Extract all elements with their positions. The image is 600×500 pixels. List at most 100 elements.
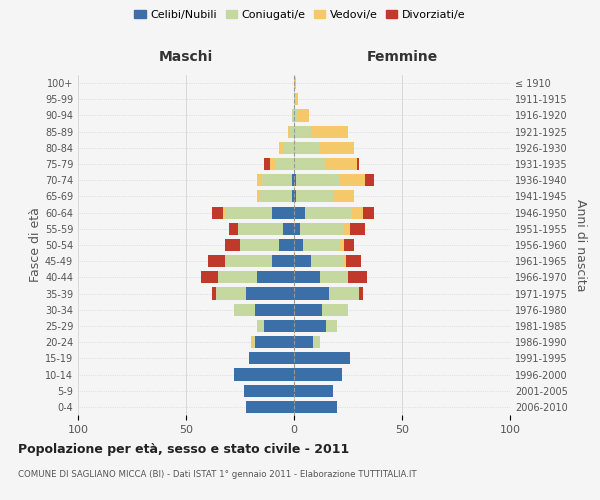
Bar <box>294 222 301 235</box>
Bar <box>344 222 350 235</box>
Bar <box>294 77 296 89</box>
Bar <box>218 272 257 283</box>
Bar <box>255 304 294 316</box>
Bar <box>313 336 320 348</box>
Bar <box>247 401 294 413</box>
Bar <box>233 368 294 380</box>
Bar <box>247 288 294 300</box>
Bar <box>326 158 356 170</box>
Bar <box>223 206 225 218</box>
Bar <box>292 190 294 202</box>
Text: COMUNE DI SAGLIANO MICCA (BI) - Dati ISTAT 1° gennaio 2011 - Elaborazione TUTTIT: COMUNE DI SAGLIANO MICCA (BI) - Dati IST… <box>18 470 416 479</box>
Bar <box>244 384 294 397</box>
Bar <box>201 272 218 283</box>
Bar <box>251 336 253 348</box>
Bar <box>294 384 333 397</box>
Bar <box>294 110 298 122</box>
Bar <box>212 288 216 300</box>
Bar <box>294 304 322 316</box>
Bar <box>340 174 365 186</box>
Bar <box>233 304 255 316</box>
Bar <box>270 158 275 170</box>
Bar <box>340 239 344 251</box>
Bar <box>262 174 292 186</box>
Bar <box>212 206 223 218</box>
Bar <box>264 158 270 170</box>
Bar <box>216 288 247 300</box>
Bar <box>294 93 296 106</box>
Bar <box>287 126 290 138</box>
Bar <box>322 304 348 316</box>
Bar <box>279 239 294 251</box>
Bar <box>294 126 311 138</box>
Bar <box>346 255 361 268</box>
Bar <box>294 288 329 300</box>
Bar <box>356 158 359 170</box>
Text: Popolazione per età, sesso e stato civile - 2011: Popolazione per età, sesso e stato civil… <box>18 442 349 456</box>
Bar <box>294 206 305 218</box>
Bar <box>294 174 296 186</box>
Bar <box>279 142 283 154</box>
Bar <box>301 222 344 235</box>
Bar <box>350 222 365 235</box>
Bar <box>311 255 344 268</box>
Bar <box>329 288 359 300</box>
Bar <box>359 288 363 300</box>
Y-axis label: Fasce di età: Fasce di età <box>29 208 42 282</box>
Bar <box>311 126 348 138</box>
Bar <box>292 110 294 122</box>
Bar <box>326 320 337 332</box>
Bar <box>238 222 283 235</box>
Bar <box>208 255 225 268</box>
Bar <box>257 320 264 332</box>
Bar <box>292 174 294 186</box>
Bar <box>225 239 240 251</box>
Bar <box>348 272 367 283</box>
Bar <box>333 190 355 202</box>
Bar <box>302 239 340 251</box>
Bar <box>240 239 279 251</box>
Text: Maschi: Maschi <box>159 50 213 64</box>
Text: Femmine: Femmine <box>367 50 437 64</box>
Bar <box>352 206 363 218</box>
Bar <box>296 174 340 186</box>
Bar <box>225 255 272 268</box>
Bar <box>272 255 294 268</box>
Y-axis label: Anni di nascita: Anni di nascita <box>574 198 587 291</box>
Bar <box>294 272 320 283</box>
Bar <box>255 336 294 348</box>
Bar <box>363 206 374 218</box>
Bar <box>344 255 346 268</box>
Bar <box>320 142 355 154</box>
Bar <box>264 320 294 332</box>
Bar <box>294 158 326 170</box>
Bar <box>290 126 294 138</box>
Bar <box>294 368 341 380</box>
Legend: Celibi/Nubili, Coniugati/e, Vedovi/e, Divorziati/e: Celibi/Nubili, Coniugati/e, Vedovi/e, Di… <box>130 6 470 25</box>
Bar <box>296 190 333 202</box>
Bar <box>257 272 294 283</box>
Bar <box>272 206 294 218</box>
Bar <box>257 174 262 186</box>
Bar <box>259 190 292 202</box>
Bar <box>283 222 294 235</box>
Bar <box>298 110 309 122</box>
Bar <box>294 190 296 202</box>
Bar <box>283 142 294 154</box>
Bar <box>294 401 337 413</box>
Bar <box>305 206 352 218</box>
Bar <box>344 239 355 251</box>
Bar <box>294 142 320 154</box>
Bar <box>294 352 350 364</box>
Bar <box>248 352 294 364</box>
Bar <box>229 222 238 235</box>
Bar <box>257 190 259 202</box>
Bar <box>275 158 294 170</box>
Bar <box>294 320 326 332</box>
Bar <box>294 255 311 268</box>
Bar <box>253 336 255 348</box>
Bar <box>296 93 298 106</box>
Bar <box>365 174 374 186</box>
Bar <box>294 239 302 251</box>
Bar <box>320 272 348 283</box>
